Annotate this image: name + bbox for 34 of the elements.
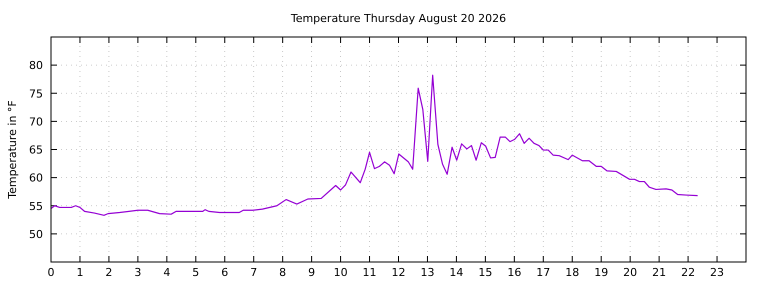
x-tick-label: 11	[362, 266, 377, 279]
x-tick-label: 15	[478, 266, 492, 279]
y-tick-label: 65	[29, 144, 43, 156]
y-tick-label: 50	[29, 228, 43, 241]
y-tick-label: 60	[29, 172, 43, 185]
x-tick-label: 7	[250, 266, 258, 279]
x-tick-label: 0	[48, 266, 54, 279]
y-tick-label: 80	[29, 59, 43, 72]
x-tick-label: 13	[420, 266, 434, 279]
x-tick-label: 6	[221, 266, 228, 279]
x-tick-label: 18	[565, 266, 580, 279]
x-tick-label: 20	[623, 266, 638, 279]
x-tick-label: 1	[76, 266, 84, 279]
chart-title: Temperature Thursday August 20 2026	[290, 12, 506, 25]
x-tick-label: 21	[652, 266, 666, 279]
x-tick-label: 9	[308, 266, 316, 279]
x-tick-label: 22	[681, 266, 696, 279]
x-tick-label: 3	[134, 266, 142, 279]
line-series	[50, 74, 698, 216]
y-tick-label: 70	[29, 115, 43, 128]
x-tick-label: 23	[710, 266, 724, 279]
x-tick-label: 14	[449, 266, 464, 279]
x-tick-label: 12	[392, 266, 406, 279]
x-tick-label: 17	[536, 266, 550, 279]
x-tick-label: 2	[105, 266, 112, 279]
y-tick-label: 75	[29, 87, 43, 100]
y-axis-title: Temperature in °F	[6, 100, 19, 200]
x-tick-label: 10	[334, 266, 348, 279]
x-tick-label: 16	[507, 266, 522, 279]
x-tick-label: 19	[594, 266, 608, 279]
x-tick-label: 8	[279, 266, 286, 279]
x-tick-label: 4	[163, 266, 170, 279]
x-tick-label: 5	[192, 266, 200, 279]
y-tick-label: 55	[29, 200, 43, 213]
